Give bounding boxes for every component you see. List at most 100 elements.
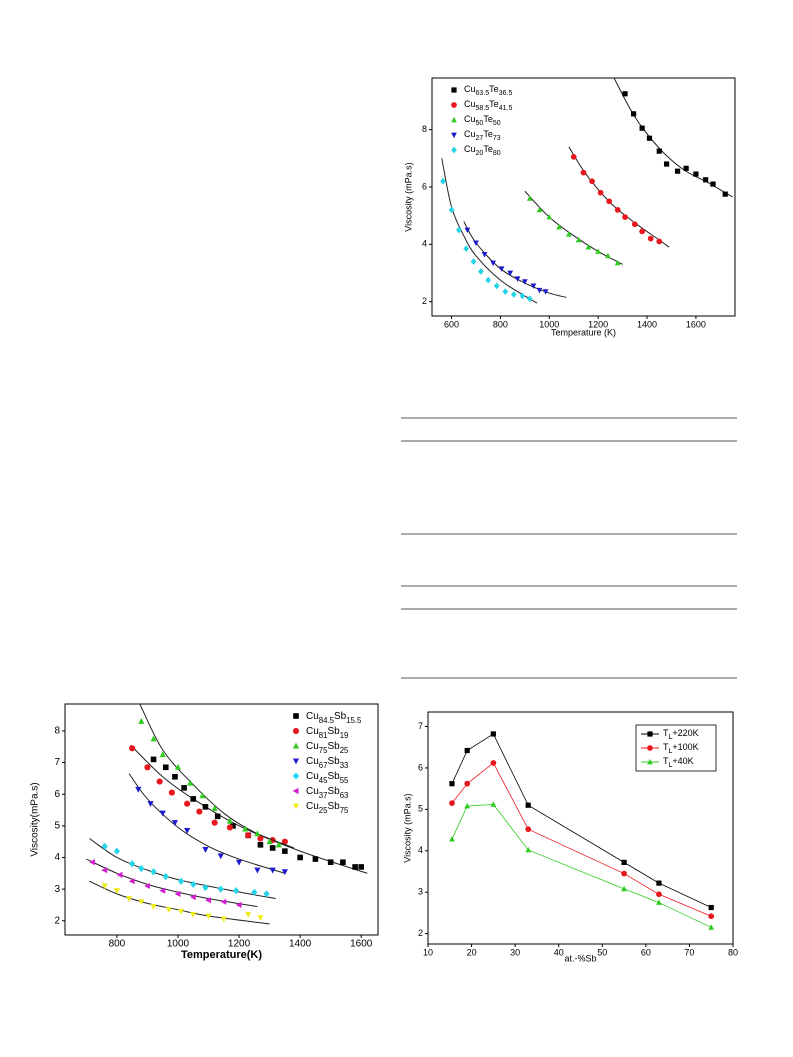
data-point bbox=[622, 91, 628, 97]
data-point bbox=[235, 901, 242, 909]
plot-frame bbox=[64, 703, 379, 936]
data-point bbox=[621, 859, 627, 865]
data-point bbox=[202, 847, 209, 853]
y-tick-label: 4 bbox=[418, 845, 423, 855]
legend-marker bbox=[647, 745, 653, 751]
y-tick-label: 8 bbox=[422, 124, 427, 134]
legend-marker bbox=[451, 116, 457, 123]
data-point bbox=[202, 804, 209, 810]
data-point bbox=[521, 279, 528, 285]
data-point bbox=[490, 801, 497, 807]
data-point bbox=[226, 824, 233, 831]
data-point bbox=[196, 808, 203, 815]
data-point bbox=[187, 779, 194, 786]
data-point bbox=[464, 780, 471, 787]
data-point bbox=[189, 893, 196, 901]
data-point bbox=[184, 800, 191, 807]
data-point bbox=[597, 189, 604, 196]
x-tick-label: 50 bbox=[597, 947, 607, 957]
data-point bbox=[490, 260, 496, 267]
y-tick-label: 3 bbox=[418, 887, 423, 897]
legend-marker bbox=[451, 132, 457, 139]
data-point bbox=[135, 786, 142, 793]
data-point bbox=[174, 890, 181, 897]
data-point bbox=[138, 864, 145, 873]
data-point bbox=[230, 823, 236, 829]
plot-frame bbox=[427, 711, 734, 945]
data-point bbox=[150, 868, 157, 876]
data-point bbox=[449, 800, 455, 807]
legend-marker bbox=[292, 772, 300, 780]
plot-area bbox=[86, 704, 368, 925]
data-point bbox=[565, 231, 572, 237]
data-point bbox=[281, 869, 288, 876]
data-point bbox=[113, 888, 120, 895]
legend-label: TL+40K bbox=[663, 756, 694, 769]
fit-curve bbox=[89, 838, 276, 900]
data-point bbox=[101, 883, 108, 890]
data-point bbox=[202, 883, 209, 892]
x-tick-label: 800 bbox=[109, 939, 126, 950]
y-tick-label: 8 bbox=[54, 726, 60, 737]
data-point bbox=[656, 148, 662, 154]
legend-marker bbox=[647, 758, 653, 765]
legend-label: Cu45Sb55 bbox=[306, 771, 349, 785]
data-point bbox=[519, 292, 526, 300]
y-axis-label: Viscosity (mPa.s) bbox=[403, 162, 413, 231]
series-line bbox=[451, 762, 712, 917]
x-tick-label: 1600 bbox=[686, 319, 706, 329]
data-point bbox=[595, 248, 602, 254]
legend-label: Cu84.5Sb15.5 bbox=[306, 711, 362, 725]
data-point bbox=[266, 838, 273, 845]
y-tick-label: 6 bbox=[422, 181, 427, 191]
data-point bbox=[647, 235, 654, 242]
data-point bbox=[190, 796, 197, 802]
data-point bbox=[449, 781, 455, 787]
legend-marker bbox=[451, 87, 457, 93]
data-point bbox=[232, 887, 240, 895]
data-point bbox=[585, 244, 592, 250]
legend-label: Cu27Te73 bbox=[464, 129, 501, 142]
data-point bbox=[570, 153, 577, 160]
data-point bbox=[510, 291, 517, 298]
legend-label: Cu50Te50 bbox=[464, 114, 501, 127]
data-point bbox=[481, 252, 488, 258]
data-point bbox=[245, 832, 252, 839]
data-point bbox=[525, 826, 532, 833]
data-point bbox=[605, 252, 611, 259]
data-point bbox=[674, 168, 681, 174]
data-point bbox=[144, 882, 150, 890]
data-point bbox=[580, 169, 587, 176]
data-point bbox=[138, 718, 145, 724]
data-point bbox=[463, 245, 470, 252]
data-point bbox=[526, 195, 533, 201]
data-point bbox=[113, 847, 120, 855]
y-tick-label: 6 bbox=[418, 762, 423, 772]
data-point bbox=[177, 877, 185, 885]
x-tick-label: 70 bbox=[684, 947, 694, 957]
data-point bbox=[184, 828, 191, 834]
data-point bbox=[703, 177, 709, 183]
data-point bbox=[440, 177, 446, 185]
data-point bbox=[177, 908, 185, 915]
data-point bbox=[530, 283, 537, 290]
data-point bbox=[205, 897, 212, 904]
data-point bbox=[708, 913, 715, 920]
data-point bbox=[116, 871, 123, 878]
y-tick-label: 2 bbox=[418, 928, 423, 938]
x-tick-label: 1600 bbox=[350, 939, 373, 950]
data-point bbox=[340, 859, 346, 866]
data-point bbox=[490, 760, 497, 766]
data-point bbox=[263, 890, 270, 898]
chart: 600 800 1000 1200 1400 1600 2 4 6 8 Temperature (K… bbox=[403, 77, 736, 337]
x-tick-label: 800 bbox=[493, 319, 508, 329]
data-point bbox=[174, 763, 182, 770]
data-point bbox=[710, 181, 716, 187]
fit-curve bbox=[86, 858, 258, 908]
data-point bbox=[147, 801, 154, 808]
data-point bbox=[490, 731, 496, 737]
data-point bbox=[156, 778, 163, 785]
legend-marker bbox=[292, 787, 299, 795]
data-point bbox=[269, 845, 276, 851]
